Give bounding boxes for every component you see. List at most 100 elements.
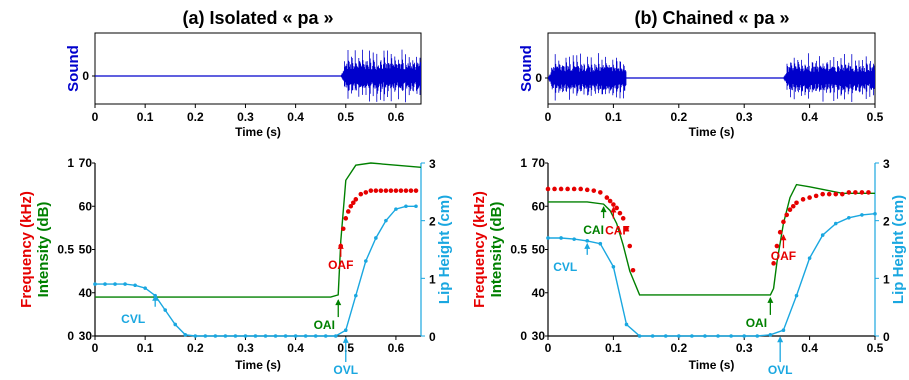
main-xtick-label: 0 [545,341,552,355]
lip-point [364,259,368,263]
frequency-point [794,200,799,206]
sound-xtick-label: 0.2 [187,110,204,124]
frequency-tick-label: 1 [520,156,527,170]
annotation-oai: OAI [746,316,767,330]
lip-point [860,213,864,217]
frequency-point [859,190,865,195]
frequency-point [584,187,590,193]
lip-point [263,334,268,338]
frequency-point [340,226,346,232]
frequency-point [591,188,597,193]
annotation-cai: CAI [583,223,604,237]
frequency-point [604,195,610,200]
frequency-point [866,190,871,195]
frequency-point [853,190,858,195]
lip-point [833,221,838,226]
frequency-point [833,191,839,197]
frequency-point [545,186,551,192]
lip-point [663,334,668,338]
sound-xtick-label: 0.5 [337,110,354,124]
frequency-point [620,216,626,221]
lip-point [143,286,147,290]
main-xtick-label: 0.3 [736,341,753,355]
lip-point [807,256,812,260]
frequency-point [771,261,776,266]
frequency-point [826,191,832,197]
lip-point [343,328,348,333]
frequency-point [781,219,786,225]
annotation-caf: CAF [605,224,630,238]
frequency-point [787,207,793,213]
frequency-point [571,186,577,192]
lip-point [303,334,308,338]
lip-point [414,204,418,209]
frequency-tick-label: 0 [67,329,74,343]
sound-xtick-label: 0 [92,110,99,124]
annotation-cvl: CVL [121,312,145,326]
lip-point [213,334,218,338]
lip-axis-label-b: Lip Height (cm) [890,195,907,304]
lip-point [293,334,298,338]
main-xtick-label: 0.3 [237,341,254,355]
lip-point [113,282,117,286]
lip-point [313,334,318,338]
intensity-tick-label: 30 [79,329,93,343]
frequency-point [846,190,852,195]
lip-tick-label: 2 [883,215,890,229]
frequency-point [774,243,780,249]
frequency-point [348,203,354,209]
frequency-point [413,188,419,193]
sound-xtick-label: 0.6 [388,110,405,124]
main-xtick-label: 0.5 [867,341,884,355]
frequency-point [363,190,369,195]
frequency-axis-label-a: Frequency (kHz) [18,191,35,308]
annotation-oai: OAI [314,318,335,332]
frequency-point [813,193,819,199]
lip-point [716,334,720,338]
sound-waveform-a [341,49,421,103]
frequency-point [403,188,409,193]
frequency-tick-label: 0.5 [510,243,527,257]
frequency-point [611,202,616,207]
intensity-axis-label-b: Intensity (dB) [488,202,505,298]
lip-point [703,334,707,338]
intensity-tick-label: 70 [79,156,93,170]
frequency-tick-label: 1 [67,156,74,170]
lip-point [742,334,746,338]
annotation-oaf: OAF [328,258,353,272]
frequency-point [368,188,374,193]
lip-point [323,334,328,338]
frequency-tick-label: 0.5 [57,243,74,257]
lip-point [585,239,590,243]
panel-b-title: (b) Chained « pa » [634,8,789,28]
annotation-arrowhead-oaf [337,242,344,249]
lip-point [690,334,694,338]
panel-a-title: (a) Isolated « pa » [182,8,333,28]
lip-point [781,328,786,333]
lip-point [163,308,168,312]
intensity-tick-label: 70 [532,156,546,170]
intensity-axis-label-a: Intensity (dB) [35,202,52,298]
frequency-tick-label: 0 [520,329,527,343]
annotation-arrowhead-ovl [777,336,784,343]
lip-point [611,265,616,269]
intensity-tick-label: 50 [79,243,93,257]
frequency-point [820,191,825,197]
lip-tick-label: 3 [883,157,890,171]
lip-axis-label-a: Lip Height (cm) [436,195,453,304]
sound-ytick-a: 0 [82,69,89,83]
frequency-point [552,186,557,192]
sound-ytick-b: 0 [535,71,542,85]
frequency-point [565,186,570,192]
annotation-arrowhead-oai [767,296,774,303]
sound-waveform-b [548,53,875,102]
lip-point [384,218,388,223]
lip-point [374,236,378,240]
annotation-arrowhead-oai [335,299,342,306]
lip-point [873,211,877,216]
main-xtick-label: 0 [92,341,99,355]
annotation-arrowhead-ovl [342,336,349,343]
main-xtick-label: 0.2 [187,341,204,355]
lip-point [253,334,258,338]
